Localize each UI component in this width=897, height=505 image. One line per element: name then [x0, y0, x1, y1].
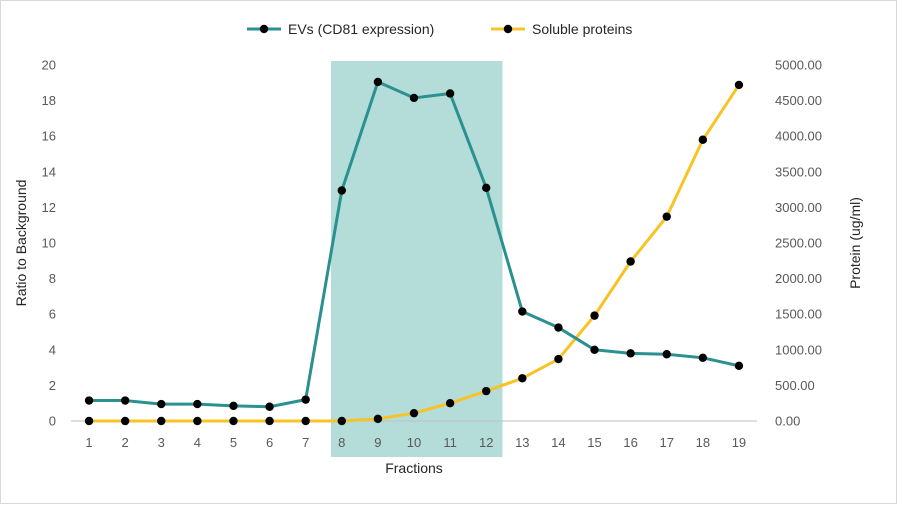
- x-tick-label: 7: [302, 435, 309, 450]
- y-left-tick-label: 16: [42, 129, 56, 144]
- legend-evs-label: EVs (CD81 expression): [288, 21, 434, 37]
- soluble-proteins-point: [120, 416, 130, 426]
- x-tick-label: 16: [623, 435, 637, 450]
- x-tick-label: 4: [194, 435, 201, 450]
- soluble-proteins-point: [662, 212, 671, 221]
- x-tick-label: 15: [587, 435, 601, 450]
- soluble-proteins-point: [229, 416, 238, 426]
- evs-point: [265, 402, 274, 411]
- y-left-tick-label: 4: [49, 342, 56, 357]
- x-axis-title: Fractions: [385, 460, 443, 476]
- x-tick-label: 6: [266, 435, 273, 450]
- legend-evs-marker: [259, 24, 269, 34]
- x-tick-label: 3: [158, 435, 165, 450]
- soluble-proteins-point: [409, 408, 419, 418]
- y-left-tick-label: 2: [49, 378, 56, 393]
- y-right-tick-label: 4500.00: [775, 93, 822, 108]
- evs-point: [301, 395, 310, 404]
- evs-point: [193, 399, 202, 409]
- soluble-proteins-point: [734, 80, 744, 90]
- soluble-proteins-point: [157, 416, 166, 426]
- soluble-proteins-point: [337, 416, 346, 426]
- y-right-tick-label: 1500.00: [775, 307, 822, 322]
- evs-point: [662, 350, 671, 359]
- x-tick-label: 5: [230, 435, 237, 450]
- y-right-tick-label: 3500.00: [775, 164, 822, 179]
- x-tick-label: 10: [407, 435, 421, 450]
- evs-point: [337, 186, 346, 195]
- highlight-band: [330, 61, 503, 457]
- soluble-proteins-point: [265, 416, 274, 426]
- soluble-proteins-point: [590, 311, 599, 320]
- y-right-axis-title: Protein (ug/ml): [847, 197, 863, 289]
- x-tick-label: 17: [660, 435, 674, 450]
- legend-soluble-proteins-label: Soluble proteins: [532, 21, 632, 37]
- soluble-proteins-point: [193, 416, 202, 426]
- soluble-proteins-point: [626, 257, 635, 266]
- x-tick-label: 1: [85, 435, 92, 450]
- y-right-tick-label: 4000.00: [775, 129, 822, 144]
- x-tick-label: 18: [696, 435, 710, 450]
- x-tick-label: 2: [122, 435, 129, 450]
- evs-point: [482, 183, 491, 193]
- soluble-proteins-point: [301, 416, 310, 426]
- evs-point: [373, 77, 383, 87]
- y-right-tick-label: 500.00: [775, 378, 815, 393]
- y-right-tick-label: 1000.00: [775, 342, 822, 357]
- evs-point: [157, 399, 166, 409]
- legend-soluble-proteins-marker: [503, 24, 513, 34]
- y-left-axis-title: Ratio to Background: [13, 180, 29, 307]
- y-right-tick-label: 5000.00: [775, 58, 822, 73]
- evs-point: [734, 361, 744, 371]
- evs-point: [84, 396, 94, 405]
- soluble-proteins-point: [518, 374, 527, 383]
- y-right-tick-label: 2500.00: [775, 236, 822, 251]
- y-left-tick-label: 6: [49, 307, 56, 322]
- y-right-tick-label: 0.00: [775, 414, 800, 429]
- x-tick-label: 14: [551, 435, 565, 450]
- y-right-tick-label: 3000.00: [775, 200, 822, 215]
- evs-point: [518, 307, 527, 316]
- soluble-proteins-point: [84, 416, 94, 426]
- y-left-tick-label: 0: [49, 414, 56, 429]
- x-tick-label: 8: [338, 435, 345, 450]
- y-left-tick-label: 10: [42, 236, 56, 251]
- soluble-proteins-point: [554, 354, 563, 364]
- evs-point: [229, 401, 238, 411]
- y-right-tick-label: 2000.00: [775, 271, 822, 286]
- soluble-proteins-point: [698, 135, 708, 144]
- soluble-proteins-point: [445, 399, 455, 408]
- x-tick-label: 12: [479, 435, 493, 450]
- soluble-proteins-point: [482, 386, 491, 396]
- y-left-tick-label: 20: [42, 58, 56, 73]
- evs-point: [445, 89, 455, 98]
- evs-point: [698, 353, 708, 363]
- evs-point: [409, 93, 419, 103]
- y-left-tick-label: 8: [49, 271, 56, 286]
- evs-point: [120, 396, 130, 405]
- evs-point: [626, 349, 635, 358]
- evs-point: [590, 345, 599, 354]
- y-left-tick-label: 12: [42, 200, 56, 215]
- x-tick-label: 9: [374, 435, 381, 450]
- y-left-tick-label: 14: [42, 164, 56, 179]
- soluble-proteins-point: [373, 414, 383, 424]
- x-tick-label: 19: [732, 435, 746, 450]
- x-tick-label: 13: [515, 435, 529, 450]
- evs-point: [554, 323, 563, 332]
- x-tick-label: 11: [443, 435, 457, 450]
- y-left-tick-label: 18: [42, 93, 56, 108]
